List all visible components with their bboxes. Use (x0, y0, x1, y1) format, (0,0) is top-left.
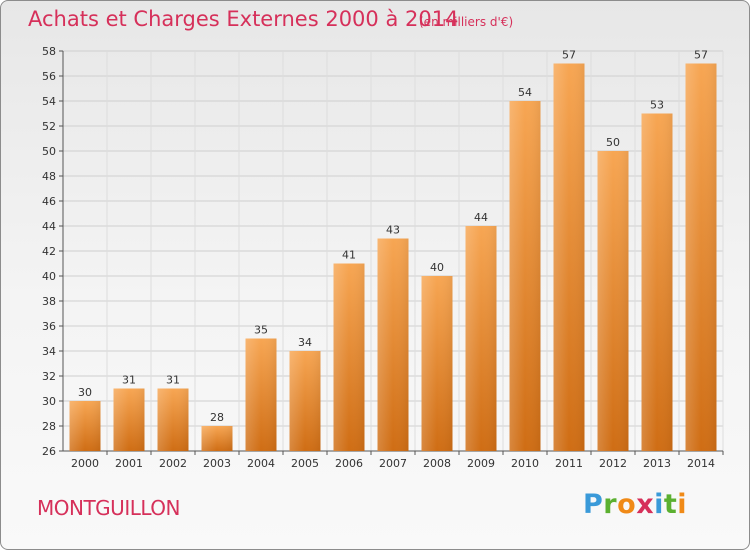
y-tick-label: 34 (42, 345, 56, 358)
bar-shade (465, 226, 497, 451)
bar-shade (69, 401, 101, 451)
chart-unit: (en milliers d'€) (419, 15, 514, 29)
x-tick-label: 2005 (291, 457, 319, 470)
bar-layer (69, 63, 717, 451)
data-label: 43 (386, 224, 400, 237)
bar-shade (509, 101, 541, 451)
data-label: 53 (650, 99, 664, 112)
data-label: 40 (430, 261, 444, 274)
data-label: 57 (694, 49, 708, 62)
y-tick-label: 38 (42, 295, 56, 308)
y-tick-label: 36 (42, 320, 56, 333)
x-tick-label: 2003 (203, 457, 231, 470)
x-tick-label: 2004 (247, 457, 275, 470)
logo-letter: o (617, 489, 637, 520)
x-tick-label: 2006 (335, 457, 363, 470)
data-label: 31 (166, 374, 180, 387)
x-tick-label: 2010 (511, 457, 539, 470)
data-label: 57 (562, 49, 576, 62)
data-label: 30 (78, 386, 92, 399)
data-label: 50 (606, 136, 620, 149)
data-label: 44 (474, 211, 488, 224)
bar-shade (333, 263, 365, 451)
bar-shade (685, 63, 717, 451)
y-tick-label: 54 (42, 95, 56, 108)
chart-title: Achats et Charges Externes 2000 à 2014 (28, 7, 459, 31)
logo-letter: x (636, 489, 655, 520)
x-tick-label: 2014 (687, 457, 715, 470)
x-tick-label: 2011 (555, 457, 583, 470)
bar-shade (157, 388, 189, 451)
bar-shade (641, 113, 673, 451)
bar-shade (553, 63, 585, 451)
bar-shade (245, 338, 277, 451)
bar-shade (113, 388, 145, 451)
y-tick-label: 52 (42, 120, 56, 133)
bar-shade (377, 238, 409, 451)
data-label: 41 (342, 249, 356, 262)
data-label: 34 (298, 336, 312, 349)
y-tick-label: 50 (42, 145, 56, 158)
y-tick-label: 30 (42, 395, 56, 408)
x-tick-label: 2002 (159, 457, 187, 470)
data-label: 28 (210, 411, 224, 424)
x-tick-label: 2001 (115, 457, 143, 470)
x-tick-label: 2012 (599, 457, 627, 470)
data-label: 54 (518, 86, 532, 99)
logo-letter: i (654, 489, 664, 520)
logo-letter: P (583, 489, 604, 520)
x-tick-label: 2008 (423, 457, 451, 470)
bar-shade (597, 151, 629, 451)
logo-letter: t (663, 489, 678, 520)
y-tick-label: 26 (42, 445, 56, 458)
proxiti-logo: Proxiti (583, 489, 687, 520)
y-tick-label: 40 (42, 270, 56, 283)
bar-shade (201, 426, 233, 451)
y-tick-label: 56 (42, 70, 56, 83)
y-tick-label: 48 (42, 170, 56, 183)
y-tick-label: 42 (42, 245, 56, 258)
x-tick-label: 2000 (71, 457, 99, 470)
y-tick-label: 28 (42, 420, 56, 433)
logo-letter: i (677, 489, 688, 520)
bar-shade (289, 351, 321, 451)
y-tick-label: 32 (42, 370, 56, 383)
y-tick-label: 44 (42, 220, 56, 233)
bar-shade (421, 276, 453, 451)
x-tick-label: 2007 (379, 457, 407, 470)
data-label: 31 (122, 374, 136, 387)
y-tick-label: 58 (42, 45, 56, 58)
logo-letter: r (603, 489, 618, 520)
commune-name: MONTGUILLON (37, 496, 181, 520)
data-label: 35 (254, 324, 268, 337)
x-tick-label: 2013 (643, 457, 671, 470)
x-tick-label: 2009 (467, 457, 495, 470)
y-tick-label: 46 (42, 195, 56, 208)
label-layer: 30 2000 31 2001 31 2002 28 2003 35 2004 34 2005 41 20… (71, 49, 715, 471)
